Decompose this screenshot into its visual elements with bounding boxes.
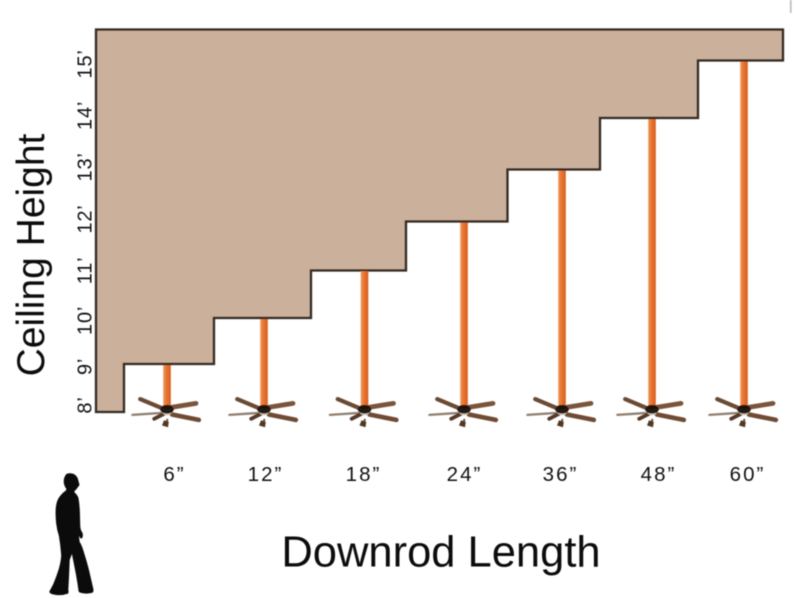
svg-text:36”: 36” (543, 463, 579, 486)
svg-text:11’: 11’ (75, 257, 97, 285)
svg-text:24”: 24” (447, 463, 483, 486)
svg-text:6”: 6” (163, 463, 185, 486)
svg-text:8’: 8’ (75, 396, 97, 413)
svg-text:Downrod Length: Downrod Length (281, 529, 600, 577)
svg-text:60”: 60” (730, 463, 766, 486)
svg-text:9’: 9’ (75, 358, 97, 375)
svg-text:12”: 12” (248, 463, 284, 486)
svg-text:15’: 15’ (75, 49, 97, 78)
svg-text:Ceiling Height: Ceiling Height (10, 133, 53, 376)
svg-text:14’: 14’ (75, 101, 97, 130)
svg-text:10’: 10’ (75, 306, 97, 335)
svg-text:48”: 48” (641, 463, 677, 486)
svg-text:18”: 18” (346, 463, 382, 486)
svg-text:13’: 13’ (75, 152, 97, 181)
svg-text:12’: 12’ (75, 204, 97, 233)
